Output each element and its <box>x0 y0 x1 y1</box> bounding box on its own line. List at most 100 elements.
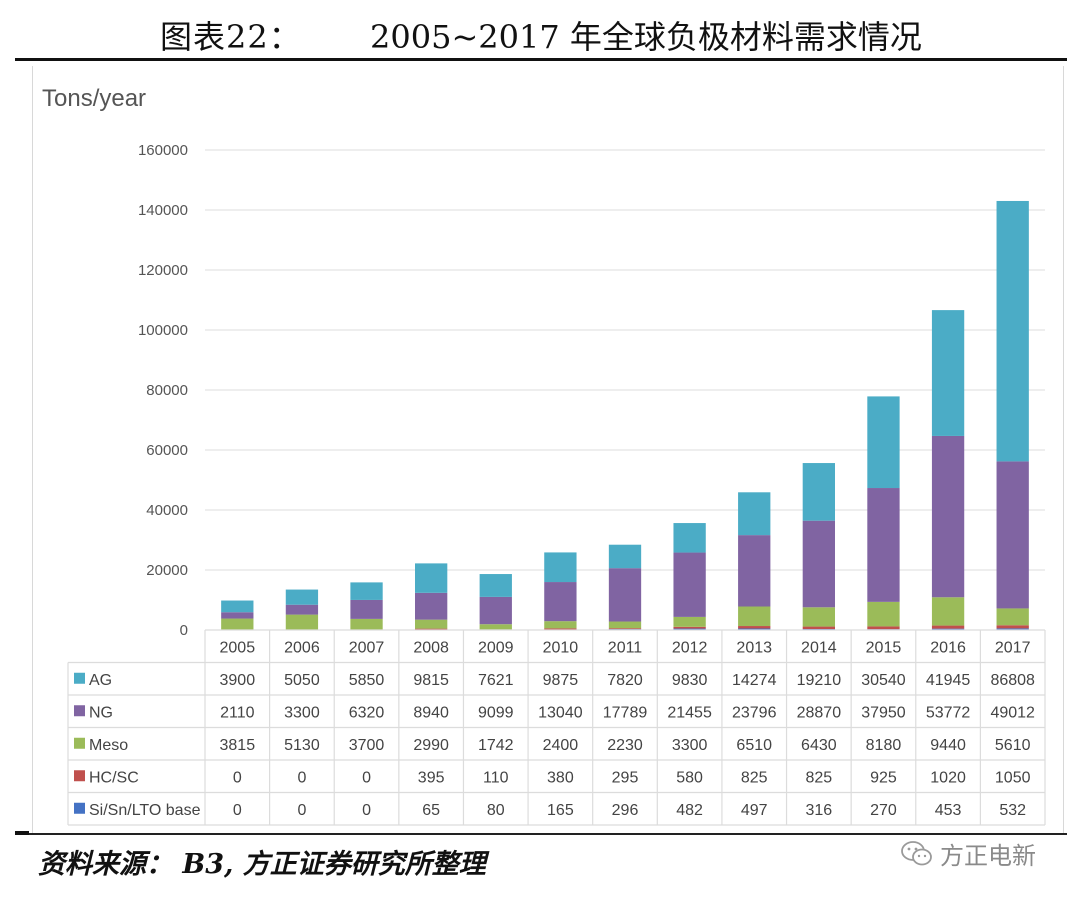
bar-segment-ng <box>867 488 900 602</box>
figure-label: 图表22： <box>160 18 302 56</box>
table-cell: 380 <box>547 769 574 786</box>
top-divider <box>15 58 1067 61</box>
x-tick-label: 2012 <box>672 639 708 656</box>
watermark: 方正电新 <box>900 836 1036 871</box>
bar-segment-ag <box>931 310 965 436</box>
table-cell: 497 <box>741 802 768 819</box>
table-cell: 825 <box>805 769 832 786</box>
table-cell: 65 <box>422 802 440 819</box>
bar-segment-hc-sc <box>931 625 965 629</box>
bar-segment-si-sn-lto-base <box>738 628 771 630</box>
y-tick-label: 80000 <box>146 382 188 399</box>
table-cell: 7621 <box>478 672 514 689</box>
table-cell: 3900 <box>220 672 256 689</box>
bar-segment-ng <box>350 599 383 619</box>
legend-label: AG <box>89 672 112 689</box>
bar-segment-ng <box>738 535 771 607</box>
bar-segment-hc-sc <box>996 625 1029 629</box>
table-cell: 395 <box>418 769 445 786</box>
x-tick-label: 2010 <box>543 639 579 656</box>
bar-segment-si-sn-lto-base <box>673 628 706 630</box>
bar-segment-ng <box>415 592 448 620</box>
table-cell: 3300 <box>672 737 708 754</box>
table-cell: 316 <box>805 802 832 819</box>
bar-segment-hc-sc <box>415 628 448 630</box>
bottom-divider-cap <box>15 831 29 835</box>
bar-segment-ag <box>738 492 771 536</box>
y-tick-label: 160000 <box>138 142 188 159</box>
bar-segment-hc-sc <box>738 626 771 629</box>
table-cell: 0 <box>233 769 242 786</box>
bar-segment-ng <box>673 552 706 617</box>
bars <box>221 200 1029 630</box>
y-axis-unit-label: Tons/year <box>42 85 146 112</box>
table-cell: 5850 <box>349 672 385 689</box>
x-tick-label: 2011 <box>608 639 643 656</box>
legend-swatch <box>74 705 85 717</box>
bar-segment-ag <box>802 463 835 521</box>
bar-segment-meso <box>673 616 706 627</box>
table-cell: 0 <box>362 802 371 819</box>
legend-label: Meso <box>89 737 128 754</box>
table-cell: 80 <box>487 802 505 819</box>
table-cell: 0 <box>297 769 306 786</box>
bar-stack-2010 <box>544 552 577 630</box>
bar-segment-si-sn-lto-base <box>996 628 1029 630</box>
bar-segment-meso <box>802 607 835 627</box>
table-cell: 2990 <box>413 737 449 754</box>
bar-segment-ag <box>285 589 319 605</box>
x-tick-label: 2007 <box>349 639 385 656</box>
table-cell: 17789 <box>603 704 648 721</box>
table-cell: 8180 <box>866 737 902 754</box>
legend-swatch <box>74 672 85 684</box>
table-row: AG 3900 5050 5850 9815 7621 9875 7820 9830 14274 1… <box>74 672 1035 689</box>
table-cell: 14274 <box>732 672 777 689</box>
bar-segment-meso <box>544 621 577 629</box>
y-tick-label: 40000 <box>146 502 188 519</box>
table-cell: 19210 <box>797 672 842 689</box>
y-tick-label: 60000 <box>146 442 188 459</box>
table-cell: 13040 <box>538 704 583 721</box>
table-cell: 5610 <box>995 737 1031 754</box>
table-cell: 53772 <box>926 704 971 721</box>
bar-segment-ng <box>544 582 577 622</box>
y-tick-label: 20000 <box>146 562 188 579</box>
table-cell: 453 <box>935 802 962 819</box>
table-cell: 5130 <box>284 737 320 754</box>
table-cell: 0 <box>362 769 371 786</box>
bar-stack-2011 <box>608 544 642 630</box>
table-cell: 165 <box>547 802 574 819</box>
legend-label: HC/SC <box>89 769 139 786</box>
bottom-divider <box>15 833 1067 835</box>
bar-segment-ag <box>415 563 448 593</box>
table-row: Meso 3815 5130 3700 2990 1742 2400 2230 3300 6510… <box>74 737 1031 754</box>
x-tick-label: 2014 <box>801 639 837 656</box>
x-tick-label: 2015 <box>866 639 902 656</box>
y-axis-ticks: 0 20000 40000 60000 80000 100000 120000 140000 1… <box>138 142 188 639</box>
bar-segment-meso <box>415 619 448 629</box>
y-tick-label: 120000 <box>138 262 188 279</box>
x-tick-label: 2009 <box>478 639 514 656</box>
bar-segment-meso <box>931 597 965 626</box>
table-cell: 9440 <box>930 737 966 754</box>
table-cell: 37950 <box>861 704 906 721</box>
table-cell: 482 <box>676 802 703 819</box>
table-cell: 5050 <box>284 672 320 689</box>
bar-segment-ng <box>802 520 835 608</box>
table-row: NG 2110 3300 6320 8940 9099 13040 17789 21455 237… <box>74 704 1035 721</box>
table-cell: 9815 <box>413 672 449 689</box>
table-cell: 6320 <box>349 704 385 721</box>
bar-stack-2013 <box>738 492 771 630</box>
bar-segment-meso <box>608 621 642 629</box>
bar-segment-meso <box>996 608 1029 626</box>
bar-segment-ng <box>996 461 1029 609</box>
y-tick-label: 100000 <box>138 322 188 339</box>
bar-stack-2009 <box>479 574 512 630</box>
x-tick-label: 2013 <box>736 639 772 656</box>
table-cell: 2230 <box>607 737 643 754</box>
table-cell: 0 <box>233 802 242 819</box>
bar-stack-2005 <box>221 600 254 630</box>
bar-segment-meso <box>738 606 771 627</box>
bar-segment-ag <box>867 396 900 489</box>
bar-segment-hc-sc <box>608 628 642 630</box>
